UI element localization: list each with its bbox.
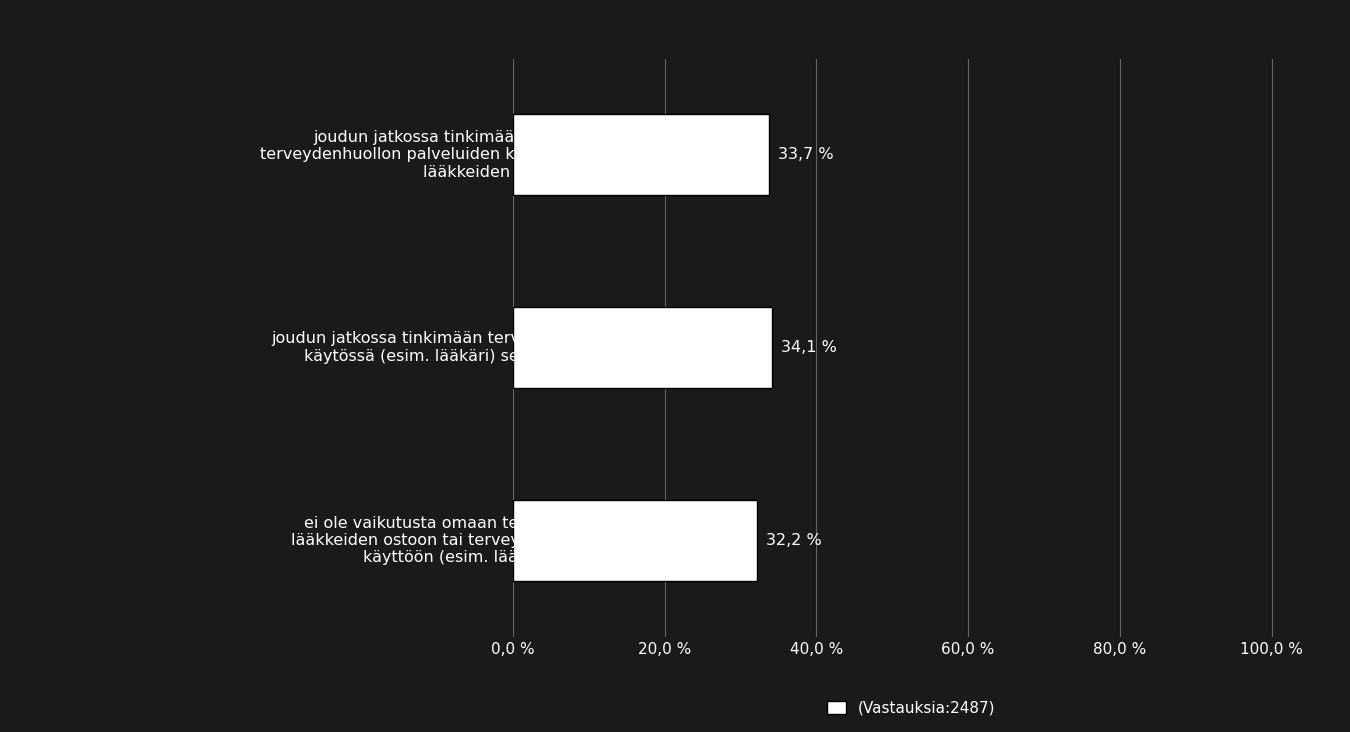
- Legend: (Vastauksia:2487): (Vastauksia:2487): [821, 695, 1002, 722]
- Text: ei ole vaikutusta omaan terveydenhoitoon kuten
lääkkeiden ostoon tai terveydenhu: ei ole vaikutusta omaan terveydenhoitoon…: [290, 515, 709, 565]
- Bar: [513, 114, 768, 195]
- Text: joudun jatkossa tinkimään nykyistä useammin
terveydenhuollon palveluiden käytöss: joudun jatkossa tinkimään nykyistä useam…: [261, 130, 738, 180]
- Text: 34,1 %: 34,1 %: [780, 340, 837, 355]
- Bar: [513, 307, 772, 388]
- Text: joudun jatkossa tinkimään terveydenhuollon palveluiden
käytössä (esim. lääkäri) : joudun jatkossa tinkimään terveydenhuoll…: [271, 332, 728, 364]
- Text: 32,2 %: 32,2 %: [767, 533, 822, 548]
- Bar: [513, 500, 757, 581]
- Text: 33,7 %: 33,7 %: [778, 147, 833, 163]
